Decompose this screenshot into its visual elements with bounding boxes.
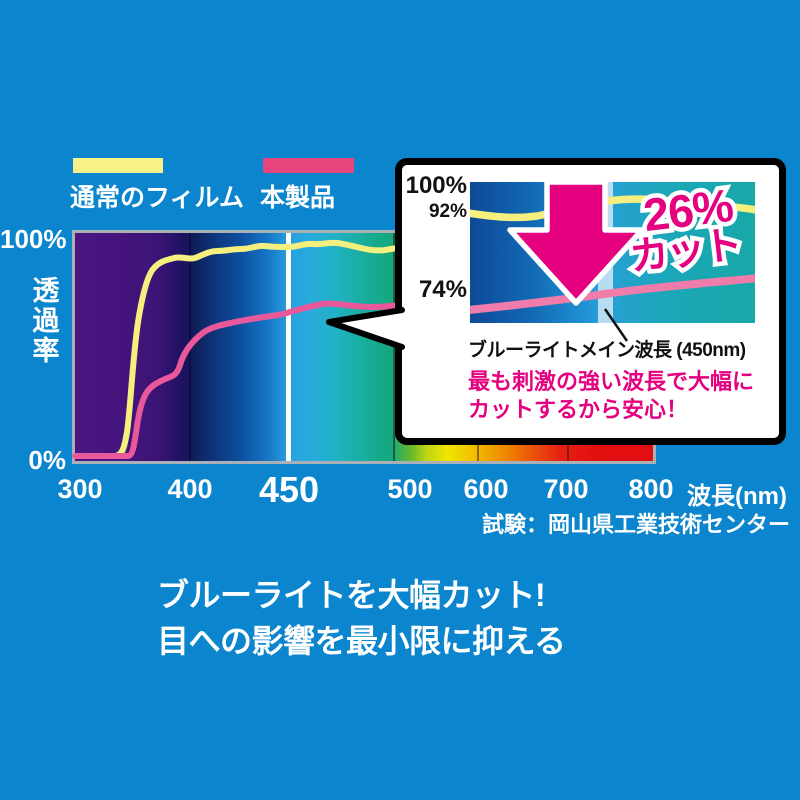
callout-label-74: 74%	[418, 276, 467, 303]
legend-label-normal-film: 通常のフィルム	[70, 184, 245, 212]
x-tick-500: 500	[387, 474, 433, 504]
y-axis-title: 透過率	[32, 276, 60, 366]
x-tick-700: 700	[543, 474, 589, 504]
gridline-400nm	[189, 233, 191, 461]
blue-light-band-450nm	[598, 182, 613, 323]
x-tick-800: 800	[628, 474, 674, 504]
callout-caption: ブルーライトメイン波長 (450nm)	[468, 340, 746, 361]
callout-label-92: 92%	[428, 201, 467, 222]
test-source-note: 試験：岡山県工業技術センター	[481, 512, 790, 537]
x-tick-400: 400	[167, 474, 213, 504]
x-axis-unit: 波長(nm)	[687, 483, 787, 510]
y-axis-min-label: 0%	[28, 445, 66, 475]
legend-label-this-product: 本製品	[260, 184, 336, 212]
headline-line2: 目への影響を最小限に抑える	[157, 623, 566, 659]
y-axis-max-label: 100%	[0, 224, 67, 254]
marker-line-450nm	[286, 233, 291, 461]
legend-swatch-normal-film	[73, 158, 163, 173]
callout-note-line2: カットするから安心！	[468, 397, 689, 422]
callout-label-100: 100%	[405, 172, 467, 199]
callout-note-line1: 最も刺激の強い波長で大幅に	[468, 369, 755, 394]
legend-swatch-this-product	[263, 158, 354, 173]
headline-line1: ブルーライトを大幅カット!	[157, 577, 546, 613]
x-tick-600: 600	[463, 474, 509, 504]
x-tick-450-highlight: 450	[258, 469, 320, 510]
x-tick-300: 300	[57, 474, 103, 504]
